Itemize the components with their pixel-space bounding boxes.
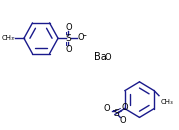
Text: O: O <box>104 104 110 113</box>
Text: Ba: Ba <box>94 52 107 62</box>
Text: –: – <box>12 36 14 41</box>
Text: CH₃: CH₃ <box>2 35 14 41</box>
Text: –: – <box>83 31 86 40</box>
Text: O: O <box>78 33 84 42</box>
Text: CH₃: CH₃ <box>161 99 174 105</box>
Text: O: O <box>65 45 72 54</box>
Text: O: O <box>122 103 128 112</box>
Text: O: O <box>65 23 72 32</box>
Text: O: O <box>120 116 126 125</box>
Text: S: S <box>114 109 119 118</box>
Text: O: O <box>105 53 112 62</box>
Text: S: S <box>66 34 71 43</box>
